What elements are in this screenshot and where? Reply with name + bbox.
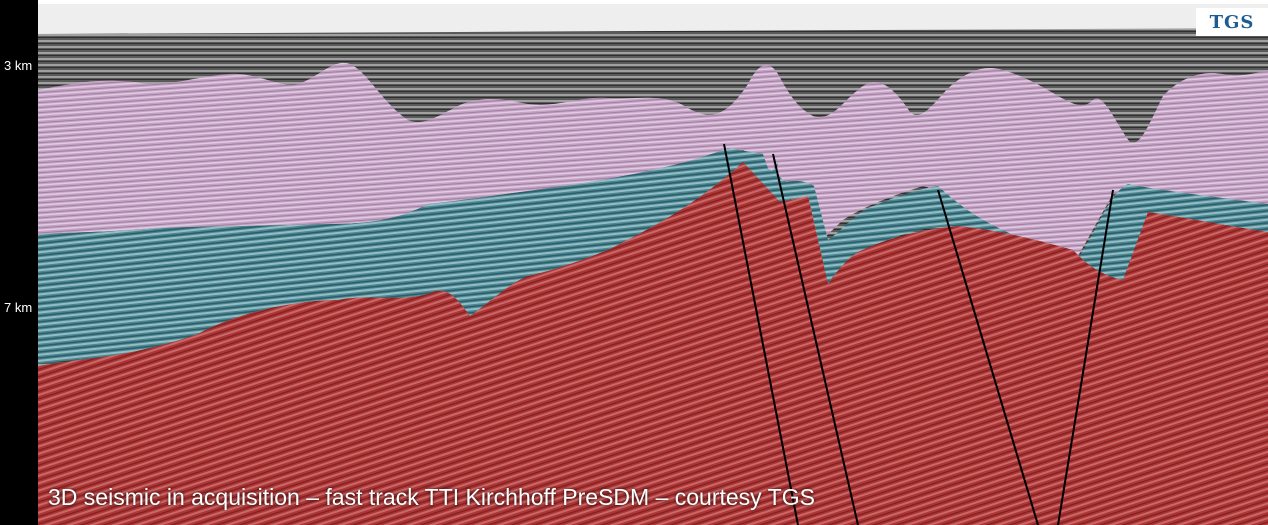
fault-line-2 — [772, 153, 859, 525]
depth-label-3km: 3 km — [4, 58, 33, 73]
seismic-section — [38, 4, 1268, 525]
fault-line-4 — [1057, 189, 1114, 525]
image-caption: 3D seismic in acquisition – fast track T… — [48, 484, 815, 510]
depth-label-7km: 7 km — [4, 300, 33, 315]
teal-layer — [38, 148, 1268, 364]
seismic-image — [38, 4, 1268, 525]
fault-line-3 — [937, 189, 1039, 525]
depth-scale-bar: 3 km 7 km — [0, 0, 38, 525]
fault-line-1 — [723, 143, 799, 525]
red-basement — [38, 162, 1268, 525]
fault-lines — [723, 143, 1114, 525]
tgs-logo: TGS — [1196, 8, 1268, 36]
salt-body — [38, 62, 1268, 256]
tgs-logo-text: TGS — [1209, 11, 1255, 33]
